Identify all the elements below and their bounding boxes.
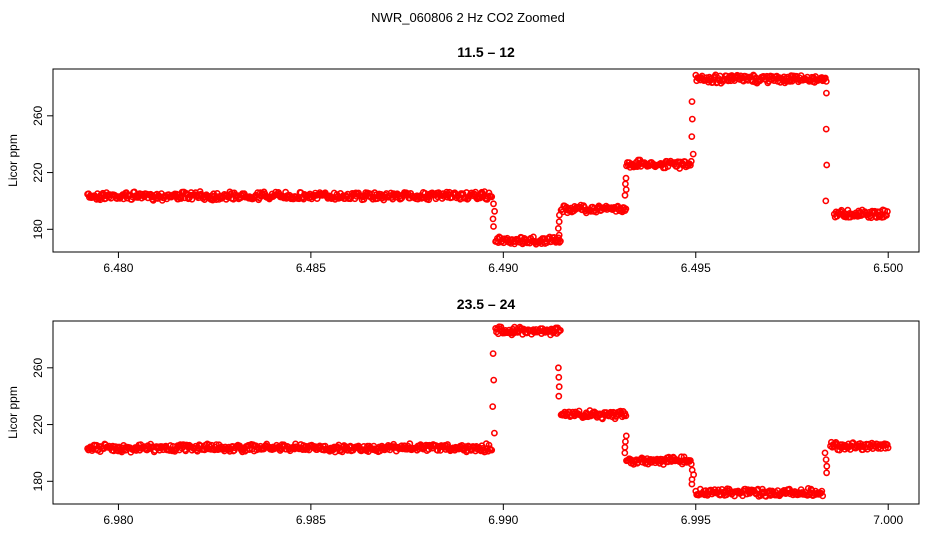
- data-point: [177, 195, 185, 202]
- x-tick-label: 6.985: [296, 513, 326, 527]
- panel-title: 23.5 – 24: [457, 296, 516, 312]
- y-axis-label: Licor ppm: [6, 134, 20, 187]
- x-tick-label: 6.485: [296, 261, 326, 275]
- x-tick-label: 6.995: [681, 513, 711, 527]
- data-point: [821, 449, 829, 457]
- data-point: [687, 460, 695, 468]
- x-tick-label: 6.990: [488, 513, 518, 527]
- data-point: [488, 193, 496, 201]
- data-point: [822, 74, 829, 82]
- x-tick-label: 7.000: [873, 513, 903, 527]
- data-point: [555, 218, 563, 226]
- data-point: [688, 133, 696, 140]
- data-point: [823, 469, 830, 477]
- x-tick-label: 6.495: [681, 261, 711, 275]
- data-point: [622, 174, 630, 182]
- data-point: [823, 462, 831, 470]
- data-point: [689, 150, 697, 158]
- y-tick-label: 180: [31, 219, 45, 239]
- data-point: [490, 223, 497, 230]
- data-point: [688, 115, 696, 123]
- data-point: [688, 98, 696, 105]
- data-point: [884, 444, 892, 452]
- data-point: [360, 195, 368, 203]
- data-point: [687, 157, 695, 165]
- data-point: [823, 89, 830, 97]
- data-point: [884, 208, 891, 215]
- plot-frame: [52, 320, 920, 505]
- panel-top: 11.5 – 12 Licor ppm 6.480 6.485 6.490 6.495…: [6, 44, 920, 275]
- data-point: [621, 443, 629, 451]
- data-point: [489, 215, 497, 223]
- data-point: [822, 197, 830, 205]
- data-point: [488, 446, 496, 454]
- axis-ticks: 6.980 6.985 6.990 6.995 7.000 180 220 260: [31, 357, 904, 527]
- data-point: [555, 231, 563, 239]
- data-point: [822, 78, 830, 85]
- x-tick-label: 6.980: [103, 513, 133, 527]
- data-point: [555, 364, 562, 372]
- data-point: [621, 449, 629, 457]
- data-point: [491, 207, 498, 215]
- data-point: [622, 438, 629, 445]
- y-tick-label: 220: [31, 162, 45, 182]
- data-point: [883, 441, 891, 449]
- data-point: [490, 429, 498, 437]
- y-tick-label: 220: [31, 414, 45, 434]
- data-point: [622, 432, 630, 440]
- data-point: [556, 211, 563, 219]
- data-point: [489, 403, 497, 410]
- data-point: [489, 350, 497, 357]
- data-point: [622, 180, 629, 188]
- figure-title: NWR_060806 2 Hz CO2 Zoomed: [371, 10, 565, 25]
- data-point: [557, 237, 564, 245]
- data-points: [84, 71, 891, 248]
- y-tick-label: 260: [31, 357, 45, 377]
- data-points: [84, 323, 892, 500]
- data-point: [490, 376, 498, 384]
- data-point: [555, 392, 563, 400]
- data-point: [688, 466, 696, 474]
- data-point: [822, 125, 830, 133]
- data-point: [555, 383, 563, 391]
- y-tick-label: 180: [31, 471, 45, 491]
- panel-title: 11.5 – 12: [457, 44, 515, 60]
- y-axis-label: Licor ppm: [6, 386, 20, 439]
- x-tick-label: 6.480: [103, 261, 133, 275]
- data-point: [822, 456, 830, 463]
- data-point: [819, 492, 827, 500]
- data-point: [622, 186, 630, 193]
- y-tick-label: 260: [31, 105, 45, 125]
- data-point: [883, 211, 890, 219]
- data-point: [687, 457, 694, 464]
- data-point: [621, 191, 629, 199]
- x-tick-label: 6.490: [488, 261, 518, 275]
- data-point: [687, 161, 694, 169]
- data-point: [554, 224, 562, 232]
- plot-frame: [52, 68, 920, 253]
- x-tick-label: 6.500: [873, 261, 903, 275]
- panel-bottom: 23.5 – 24 Licor ppm 6.980 6.985 6.990 6.995…: [6, 296, 920, 527]
- data-point: [555, 373, 563, 381]
- data-point: [856, 440, 864, 447]
- data-point: [622, 205, 630, 213]
- data-point: [823, 161, 831, 169]
- data-point: [622, 412, 630, 420]
- data-point: [557, 326, 564, 334]
- data-point: [490, 200, 497, 208]
- axis-ticks: 6.480 6.485 6.490 6.495 6.500 180 220 260: [31, 105, 904, 275]
